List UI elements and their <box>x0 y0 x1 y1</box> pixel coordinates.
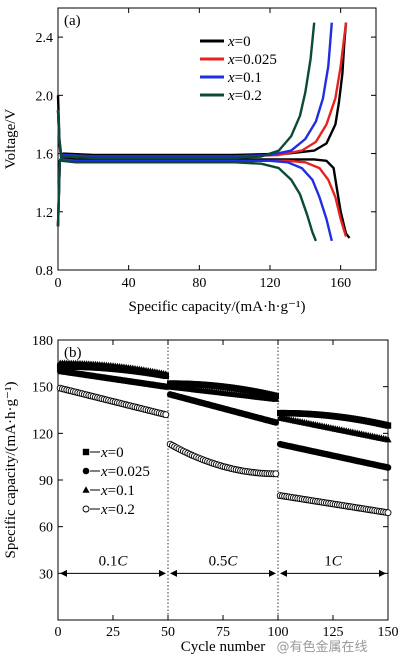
panel-b-rate-arrowhead-right <box>269 569 276 577</box>
panel-b-x-tick-label: 0 <box>55 625 62 640</box>
panel-b-rate-arrowhead-left <box>170 569 177 577</box>
panel-a-series-charge-line <box>56 22 316 227</box>
panel-a-series-charge-line <box>56 22 333 227</box>
panel-b-y-tick-label: 90 <box>39 474 53 489</box>
panel-b-legend-label: x=0 <box>100 445 124 461</box>
panel-b-legend-marker <box>82 486 90 493</box>
panel-b-data-point <box>384 509 392 517</box>
panel-a-x-tick-label: 120 <box>260 276 281 291</box>
panel-b-legend-marker <box>82 467 90 475</box>
panel-b-y-axis-title: Specific capacity/(mA·h·g⁻¹) <box>3 382 19 559</box>
panel-b-ticks: 0 25 50 75 100 125 150 30 60 90 120 150 180 <box>32 334 399 640</box>
panel-b-plot-frame <box>57 339 389 621</box>
panel-b-rate-label: 1C <box>324 553 343 569</box>
panel-b-rate-label: 0.5C <box>209 553 239 569</box>
panel-b-data-point <box>162 411 170 419</box>
panel-a-y-axis-title: Voltage/V <box>3 109 19 170</box>
panel-b-x-tick-label: 50 <box>161 625 175 640</box>
panel-b-x-axis-title: Cycle number <box>181 639 266 655</box>
panel-a-x-tick-label: 80 <box>192 276 206 291</box>
panel-b-y-tick-label: 120 <box>32 427 53 442</box>
panel-a-legend: x=0 x=0.025 x=0.1 x=0.2 <box>200 34 277 104</box>
panel-a-plot-frame <box>57 7 377 271</box>
panel-a-ticks: 0 40 80 120 160 0.8 1.2 1.6 2.0 2.4 <box>36 8 376 291</box>
panel-b-series-group <box>56 359 392 517</box>
panel-b-legend-label: x=0.025 <box>100 464 150 480</box>
panel-a-y-tick-label: 1.2 <box>36 206 54 221</box>
panel-a-x-axis-title: Specific capacity/(mA·h·g⁻¹) <box>129 299 306 315</box>
panel-b-legend-label: x=0.1 <box>100 483 135 499</box>
panel-b-legend-marker <box>82 505 90 513</box>
panel-a-series-discharge-line <box>56 109 348 237</box>
panel-a-series-discharge-line <box>56 109 318 242</box>
panel-a-series-charge-line <box>56 22 348 227</box>
panel-b-rate-arrowhead-left <box>60 569 67 577</box>
panel-b-data-point <box>384 422 392 429</box>
panel-a-y-tick-label: 1.6 <box>36 148 54 163</box>
panel-a-x-tick-label: 40 <box>122 276 136 291</box>
panel-a-y-tick-label: 2.0 <box>36 89 54 104</box>
panel-b-x-tick-label: 150 <box>378 625 399 640</box>
panel-b-x-tick-label: 125 <box>323 625 344 640</box>
panel-b-legend-label: x=0.2 <box>100 502 135 518</box>
panel-b-rate-arrows: 0.1C 0.5C 1C <box>60 553 386 577</box>
panel-b-y-tick-label: 60 <box>39 521 53 536</box>
panel-a-y-tick-label: 0.8 <box>36 264 54 279</box>
panel-b-x-tick-label: 25 <box>106 625 120 640</box>
panel-a-series-group <box>56 22 351 242</box>
panel-a-chart: 0 40 80 120 160 0.8 1.2 1.6 2.0 2.4 (a) x=0 x=0.02… <box>3 7 377 315</box>
panel-a-legend-label: x=0.2 <box>227 88 262 104</box>
panel-b-rate-label: 0.1C <box>99 553 129 569</box>
panel-b-rate-arrowhead-right <box>159 569 166 577</box>
panel-b-rate-arrowhead-left <box>280 569 287 577</box>
panel-b-data-point <box>272 395 280 402</box>
panel-a-series-discharge-line <box>56 109 333 242</box>
panel-a-y-tick-label: 2.4 <box>36 31 54 46</box>
panel-a-x-tick-label: 0 <box>55 276 62 291</box>
panel-b-data-point <box>272 419 280 426</box>
panel-b-y-tick-label: 150 <box>32 381 53 396</box>
panel-a-label: (a) <box>64 13 81 29</box>
panel-a-legend-label: x=0.025 <box>227 52 277 68</box>
panel-b-data-point <box>162 370 170 378</box>
panel-b-data-point <box>272 470 280 478</box>
panel-a-x-tick-label: 160 <box>330 276 351 291</box>
panel-a-series-charge-line <box>56 22 348 227</box>
watermark-text: @有色金属在线 <box>276 639 367 655</box>
panel-b-x-tick-label: 75 <box>216 625 230 640</box>
panel-b-legend-marker <box>82 448 90 456</box>
panel-b-data-point <box>384 464 392 471</box>
panel-a-series-discharge-line <box>56 95 351 239</box>
panel-b-legend: x=0 x=0.025 x=0.1 x=0.2 <box>82 445 150 518</box>
panel-b-x-tick-label: 100 <box>268 625 289 640</box>
panel-b-y-tick-label: 30 <box>39 567 53 582</box>
panel-b-data-point <box>384 435 392 443</box>
panel-b-label: (b) <box>64 345 82 361</box>
panel-a-legend-label: x=0.1 <box>227 70 262 86</box>
panel-b-rate-arrowhead-right <box>379 569 386 577</box>
panel-a-legend-label: x=0 <box>227 34 251 50</box>
panel-b-y-tick-label: 180 <box>32 334 53 349</box>
